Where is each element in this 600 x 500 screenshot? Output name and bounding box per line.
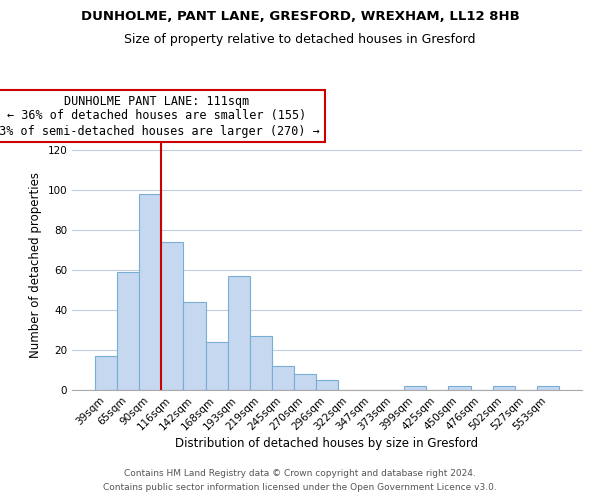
Bar [206, 342, 227, 390]
Text: Contains public sector information licensed under the Open Government Licence v3: Contains public sector information licen… [103, 484, 497, 492]
Bar [95, 356, 117, 390]
Bar [117, 272, 139, 390]
X-axis label: Distribution of detached houses by size in Gresford: Distribution of detached houses by size … [175, 438, 479, 450]
Text: DUNHOLME PANT LANE: 111sqm
← 36% of detached houses are smaller (155)
63% of sem: DUNHOLME PANT LANE: 111sqm ← 36% of deta… [0, 94, 320, 138]
Bar [250, 336, 272, 390]
Bar [493, 386, 515, 390]
Bar [227, 276, 250, 390]
Bar [316, 380, 338, 390]
Text: DUNHOLME, PANT LANE, GRESFORD, WREXHAM, LL12 8HB: DUNHOLME, PANT LANE, GRESFORD, WREXHAM, … [80, 10, 520, 23]
Bar [161, 242, 184, 390]
Bar [184, 302, 206, 390]
Bar [139, 194, 161, 390]
Y-axis label: Number of detached properties: Number of detached properties [29, 172, 42, 358]
Bar [404, 386, 427, 390]
Bar [294, 374, 316, 390]
Bar [448, 386, 470, 390]
Bar [537, 386, 559, 390]
Bar [272, 366, 294, 390]
Text: Size of property relative to detached houses in Gresford: Size of property relative to detached ho… [124, 32, 476, 46]
Text: Contains HM Land Registry data © Crown copyright and database right 2024.: Contains HM Land Registry data © Crown c… [124, 468, 476, 477]
